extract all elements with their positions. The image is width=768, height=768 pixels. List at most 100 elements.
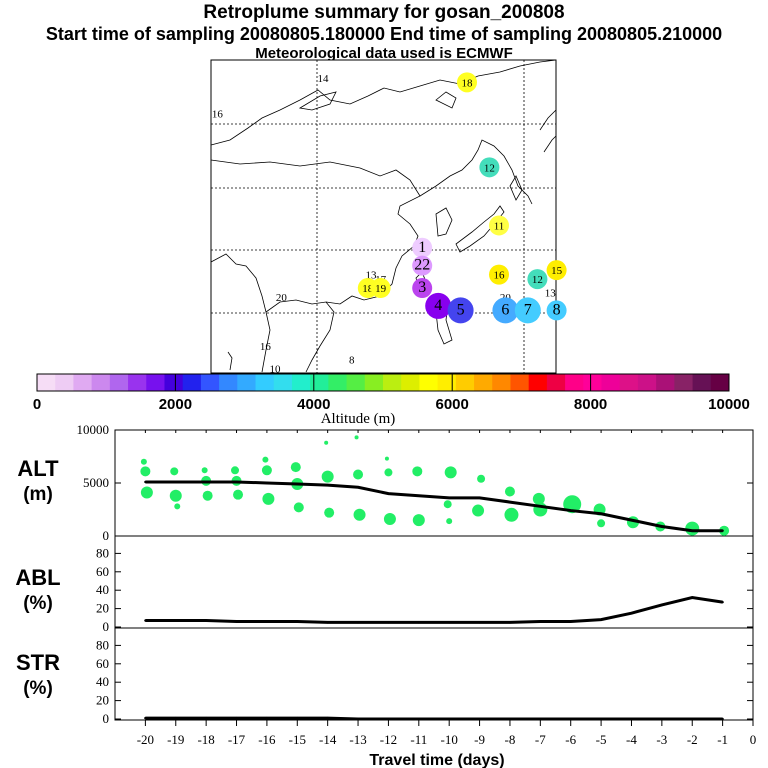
x-tick-label: -5 — [596, 732, 607, 747]
y-tick-label: 5000 — [83, 475, 109, 490]
series-point — [204, 619, 208, 622]
colorbar-swatch — [328, 374, 348, 391]
abl-unit: (%) — [23, 593, 53, 614]
series-point — [296, 620, 299, 623]
map-label-15: 12 — [532, 274, 543, 286]
series-point — [174, 619, 177, 622]
map-marker-3 — [479, 157, 500, 178]
series-point — [630, 518, 633, 522]
x-tick-label: -11 — [410, 732, 427, 747]
y-tick-label: 0 — [103, 528, 110, 543]
colorbar-swatch — [637, 374, 657, 391]
series-line-str — [145, 716, 723, 721]
x-tick-label: -10 — [441, 732, 458, 747]
series-point — [721, 600, 724, 604]
map-marker-5 — [412, 237, 433, 258]
series-point — [144, 619, 147, 622]
cluster-dot — [201, 467, 208, 474]
str-unit: (%) — [23, 678, 53, 699]
colorbar-swatch — [474, 374, 493, 391]
colorbar-swatch — [109, 374, 129, 391]
cluster-dot — [597, 519, 606, 528]
map-label-1: 18 — [462, 77, 474, 89]
series-line-abl — [145, 596, 723, 624]
colorbar-swatch — [128, 374, 147, 391]
map-label-20: 6 — [501, 301, 509, 318]
series-point — [660, 603, 664, 607]
map-label-22: 8 — [553, 301, 561, 318]
x-tick-label: 0 — [750, 732, 757, 747]
colorbar-tick-label: 2000 — [159, 396, 192, 413]
series-point — [721, 529, 724, 532]
series-point — [630, 717, 633, 721]
y-tick-label: 0 — [103, 711, 110, 726]
colorbar-swatch — [383, 374, 402, 391]
map-marker-21 — [514, 297, 541, 324]
colorbar-swatch — [455, 374, 475, 391]
y-tick-label: 0 — [103, 619, 110, 634]
map-marker-8 — [489, 264, 509, 285]
x-tick-label: -7 — [535, 732, 546, 747]
colorbar-swatch — [346, 374, 366, 391]
map-label-7: 15 — [551, 265, 563, 277]
map-marker-20 — [492, 297, 519, 324]
colorbar-swatch — [419, 374, 439, 391]
cluster-dot — [477, 474, 486, 483]
colorbar-swatch — [510, 374, 530, 391]
map-graticule — [211, 60, 556, 373]
str-panel-frame — [114, 627, 754, 721]
x-tick-label: -17 — [228, 732, 246, 747]
abl-panel-frame — [114, 535, 754, 629]
colorbar-swatch — [273, 374, 293, 391]
colorbar-swatch — [583, 374, 603, 391]
map-marker-1 — [457, 72, 477, 93]
series-point — [569, 509, 572, 512]
x-tick-label: -3 — [656, 732, 667, 747]
map-label-16: 13 — [545, 288, 557, 300]
series-point — [235, 480, 238, 484]
colorbar-swatch — [710, 374, 730, 391]
series-point — [204, 716, 208, 720]
x-tick-label: -13 — [349, 732, 366, 747]
series-point — [569, 620, 572, 623]
series-point — [478, 496, 481, 500]
cluster-dot — [170, 467, 179, 476]
y-tick-label: 20 — [96, 693, 109, 708]
series-point — [265, 481, 269, 485]
series-point — [660, 717, 664, 721]
str-label: STR — [16, 650, 60, 675]
map-label-8: 16 — [494, 270, 506, 282]
series-point — [144, 480, 147, 484]
x-tick-label: -9 — [474, 732, 485, 747]
series-point — [691, 529, 694, 532]
cluster-dot — [321, 470, 334, 483]
colorbar-swatch — [219, 374, 238, 391]
map-label-18: 4 — [434, 297, 442, 314]
x-tick-label: -19 — [167, 732, 184, 747]
series-point — [721, 717, 724, 721]
x-tick-label: -4 — [626, 732, 637, 747]
alt-label: ALT — [17, 456, 59, 481]
series-point — [265, 716, 269, 720]
series-point — [539, 620, 542, 623]
series-point — [356, 486, 360, 489]
y-tick-label: 80 — [96, 637, 109, 652]
series-point — [539, 505, 542, 508]
colorbar-swatch — [237, 374, 257, 391]
colorbar-swatch — [492, 374, 511, 391]
cluster-dot — [353, 469, 364, 480]
colorbar-swatch — [37, 374, 56, 391]
map-marker-15 — [527, 269, 548, 290]
colorbar-tick-label: 4000 — [297, 396, 330, 413]
colorbar-swatch — [200, 374, 220, 391]
series-line-alt — [145, 480, 723, 533]
x-tick-label: -14 — [319, 732, 337, 747]
colorbar-tick-label: 0 — [33, 396, 41, 413]
colorbar-swatch — [310, 374, 329, 391]
series-point — [447, 496, 451, 500]
map-label-23: 16 — [260, 341, 272, 353]
series-point — [599, 717, 603, 721]
colorbar-swatch — [528, 374, 548, 391]
alt-unit: (m) — [23, 484, 53, 505]
colorbar-swatch — [146, 374, 165, 391]
